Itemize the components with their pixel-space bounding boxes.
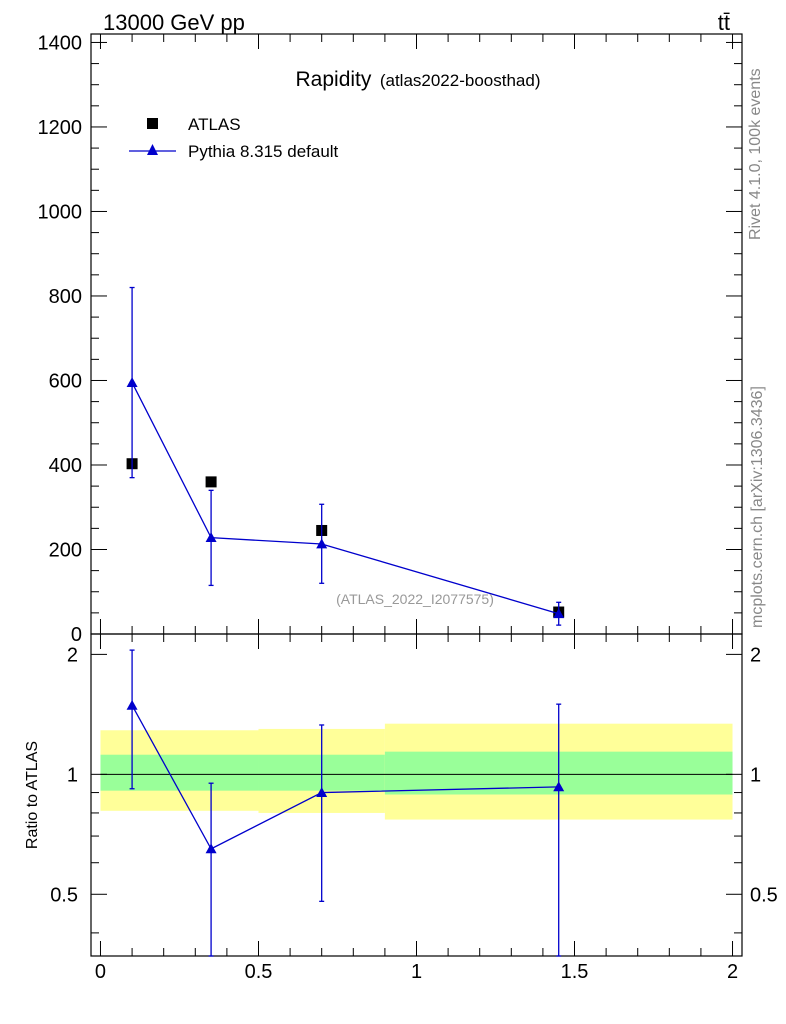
x-tick-label: 1.5 bbox=[561, 961, 589, 983]
chart-title: Rapidity (atlas2022-boosthad) bbox=[296, 68, 541, 91]
ratio-tick-label-right: 2 bbox=[750, 644, 761, 666]
subtitle-text: (atlas2022-boosthad) bbox=[380, 71, 541, 90]
y-tick-label: 1200 bbox=[38, 117, 83, 139]
band-inner-0 bbox=[100, 754, 259, 791]
ratio-data-point bbox=[553, 781, 565, 792]
mcplots-label: mcplots.cern.ch [arXiv:1306.3436] bbox=[749, 386, 766, 628]
pythia-data-point bbox=[205, 532, 217, 543]
y-tick-label: 600 bbox=[49, 370, 82, 392]
legend-marker-pythia bbox=[147, 144, 158, 155]
ratio-tick-label-left: 0.5 bbox=[50, 884, 78, 906]
ratio-data-point bbox=[126, 699, 138, 710]
x-tick-label: 0.5 bbox=[245, 961, 273, 983]
analysis-watermark: (ATLAS_2022_I2077575) bbox=[336, 591, 494, 607]
ratio-data-point bbox=[205, 843, 217, 854]
x-tick-label: 2 bbox=[727, 961, 738, 983]
ratio-tick-label-right: 0.5 bbox=[750, 884, 778, 906]
title-text: Rapidity bbox=[296, 68, 372, 91]
ratio-tick-label-right: 1 bbox=[750, 764, 761, 786]
y-tick-label: 200 bbox=[49, 539, 82, 561]
ratio-tick-label-left: 2 bbox=[67, 644, 78, 666]
y-tick-label: 1400 bbox=[38, 32, 83, 54]
pythia-data-point bbox=[126, 377, 138, 387]
x-tick-label: 0 bbox=[95, 961, 106, 983]
legend-marker-atlas bbox=[147, 118, 158, 129]
pythia-line bbox=[131, 382, 559, 615]
pythia-data-point bbox=[553, 608, 565, 619]
y-tick-label: 1000 bbox=[38, 201, 83, 223]
y-tick-label: 400 bbox=[49, 455, 82, 477]
ratio-data-point bbox=[316, 787, 328, 797]
legend-label-pythia: Pythia 8.315 default bbox=[188, 142, 339, 161]
pythia-data-point bbox=[316, 538, 328, 549]
y-tick-label: 0 bbox=[71, 624, 82, 646]
ratio-tick-label-left: 1 bbox=[67, 764, 78, 786]
ratio-axis-label: Ratio to ATLAS bbox=[24, 741, 41, 849]
legend-label-atlas: ATLAS bbox=[188, 115, 241, 134]
ratio-line bbox=[131, 705, 559, 850]
legend: ATLAS Pythia 8.315 default bbox=[129, 115, 339, 161]
ratio-uncertainty-bands bbox=[100, 723, 733, 820]
atlas-data-point bbox=[205, 476, 217, 488]
y-tick-label: 800 bbox=[49, 286, 82, 308]
data-marks bbox=[126, 286, 565, 957]
rivet-label: Rivet 4.1.0, 100k events bbox=[747, 68, 764, 240]
energy-label: 13000 GeV pp bbox=[103, 10, 245, 35]
x-tick-label: 1 bbox=[411, 961, 422, 983]
process-label: tt̄ bbox=[718, 10, 730, 35]
